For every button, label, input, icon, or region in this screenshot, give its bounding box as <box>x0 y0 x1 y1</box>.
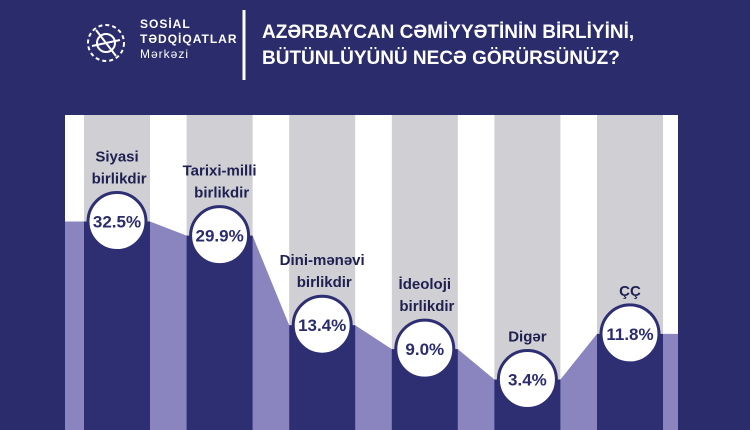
bar <box>84 221 150 430</box>
value-badge <box>291 294 353 356</box>
bar <box>186 235 253 430</box>
category-label: Tarixi-milli birlikdir <box>183 163 257 202</box>
title: BÜTÜNLÜYÜNÜ NECƏ GÖRÜRSÜNÜZ? <box>262 48 620 69</box>
org-name: TƏDQİQATLAR <box>140 31 237 46</box>
category-label: Dini-mənəvi birlikdir <box>280 252 365 291</box>
value-label: 9.0% <box>405 340 444 359</box>
value-badge <box>394 318 456 380</box>
title: AZƏRBAYCAN CƏMİYYƏTİNİN BİRLİYİNİ, <box>262 22 634 43</box>
value-label: 13.4% <box>298 316 346 335</box>
category-label: Siyasi birlikdir <box>87 149 146 188</box>
value-badge <box>189 205 251 267</box>
logo <box>87 24 125 62</box>
plot: 32.5% Siyasi birlikdir 29.9% Tarixi-milli b… <box>65 115 678 430</box>
category-label: ÇÇ <box>619 283 641 300</box>
value-label: 3.4% <box>508 371 547 390</box>
category-label: Digər <box>508 329 547 346</box>
org-name: SOSİAL <box>140 16 191 31</box>
value-badge <box>599 303 661 365</box>
org-name: Mərkəzi <box>140 47 189 61</box>
value-label: 29.9% <box>195 227 243 246</box>
category-label: İdeoloji birlikdir <box>395 276 454 315</box>
value-badge <box>86 191 148 253</box>
value-label: 32.5% <box>93 213 141 232</box>
value-label: 11.8% <box>606 325 653 344</box>
value-badge <box>496 349 558 411</box>
